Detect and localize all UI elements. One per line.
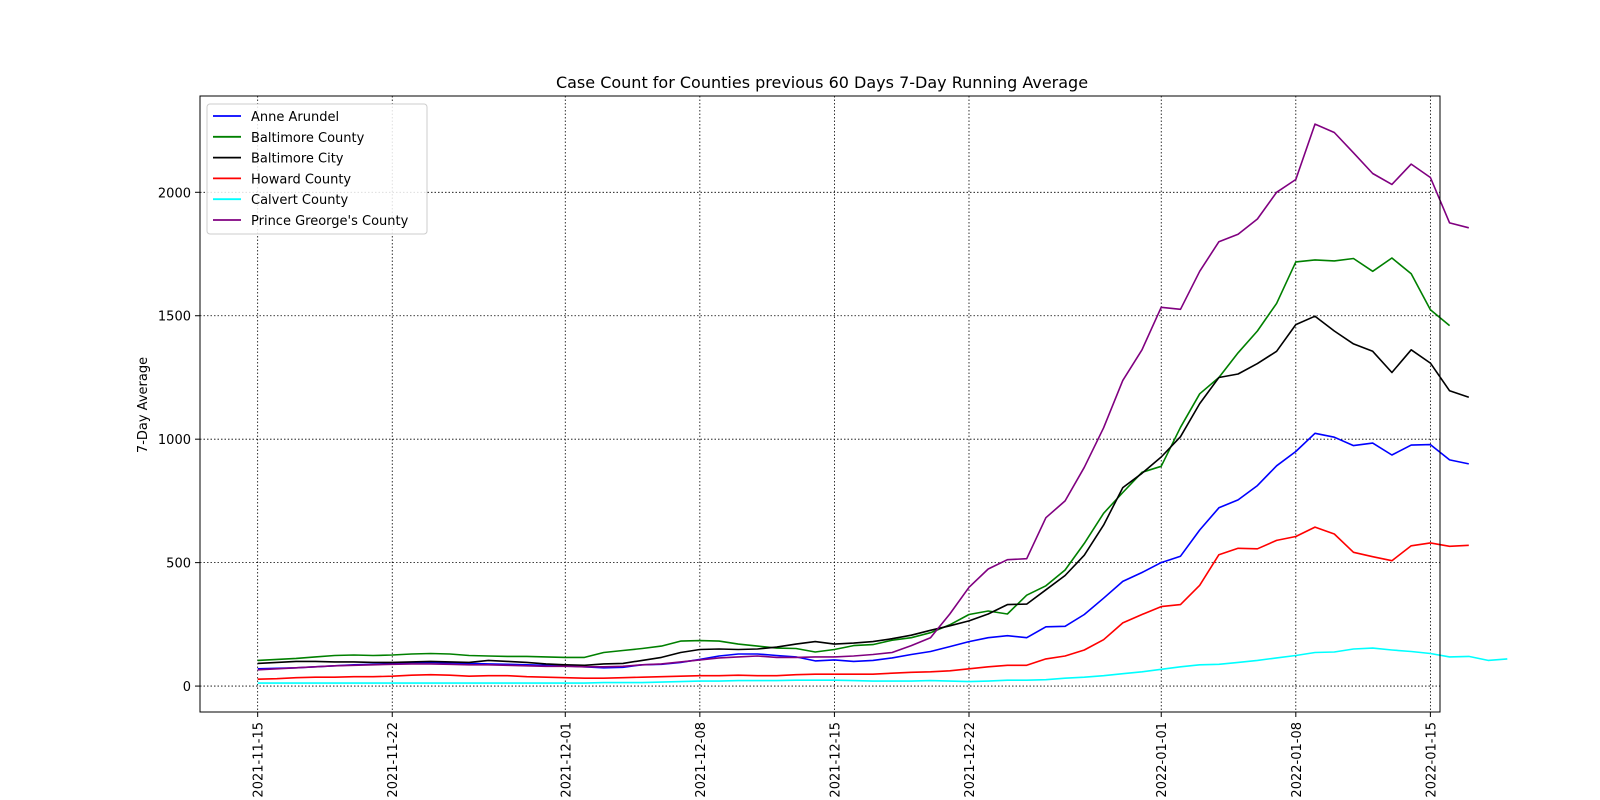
plot-frame [199, 95, 1441, 713]
series-line-5 [257, 123, 1469, 671]
legend-entry: Prince Greorge's County [251, 214, 409, 229]
series-line-0 [257, 432, 1469, 670]
y-tick-label: 500 [166, 557, 191, 572]
x-tick-label: 2021-12-01 [559, 722, 574, 798]
y-axis: 0 500 1000 1500 2000 [158, 186, 200, 695]
x-tick-label: 2022-01-08 [1290, 722, 1305, 798]
x-tick-label: 2022-01-15 [1424, 722, 1439, 798]
legend: Anne Arundel Baltimore County Baltimore Ci… [206, 103, 428, 235]
x-tick-label: 2022-01-01 [1155, 722, 1170, 798]
y-tick-label: 1500 [158, 310, 191, 325]
series-line-4 [257, 647, 1508, 684]
y-tick-label: 1000 [158, 433, 191, 448]
legend-entry: Baltimore City [251, 152, 344, 167]
legend-entry: Howard County [251, 172, 351, 187]
y-tick-label: 2000 [158, 186, 191, 201]
x-tick-label: 2021-12-15 [828, 722, 843, 798]
x-tick-label: 2021-12-08 [694, 722, 709, 798]
x-tick-label: 2021-11-22 [386, 722, 401, 798]
legend-entry: Calvert County [251, 193, 349, 208]
series-line-1 [257, 257, 1451, 662]
x-axis: 2021-11-15 2021-11-22 2021-12-01 2021-12-08… [252, 712, 1439, 798]
chart-title: Case Count for Counties previous 60 Days… [556, 73, 1088, 92]
series-lines [257, 123, 1508, 684]
x-tick-label: 2021-11-15 [252, 722, 267, 798]
legend-box [206, 103, 428, 235]
y-tick-label: 0 [183, 680, 191, 695]
legend-entry: Anne Arundel [251, 110, 339, 125]
legend-entry: Baltimore County [251, 131, 365, 146]
y-axis-label: 7-Day Average [136, 357, 151, 453]
series-line-2 [257, 315, 1470, 667]
series-line-3 [257, 526, 1469, 680]
x-tick-label: 2021-12-22 [963, 722, 978, 798]
